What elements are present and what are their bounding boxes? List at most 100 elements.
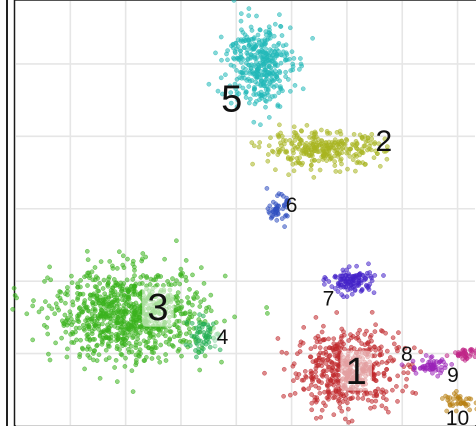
cluster-3-point — [192, 311, 197, 317]
cluster-1-point — [355, 391, 361, 396]
cluster-3-point — [158, 342, 164, 348]
cluster-1-point — [313, 315, 319, 320]
cluster-3-point — [117, 283, 123, 289]
cluster-label-1-halo — [340, 350, 372, 391]
cluster-3-point — [114, 379, 120, 384]
cluster-3-point — [187, 315, 192, 320]
cluster-2-point — [290, 155, 295, 161]
cluster-5-point — [230, 45, 236, 51]
cluster-2-point — [302, 143, 308, 148]
cluster-3-point — [64, 354, 70, 360]
cluster-5-point — [254, 42, 260, 48]
cluster-5-point — [258, 122, 263, 128]
cluster-5-point — [264, 90, 270, 96]
cluster-1-point — [373, 322, 378, 328]
cluster-5-point — [231, 0, 237, 3]
cluster-1-point — [308, 346, 314, 352]
cluster-2-point — [360, 160, 366, 165]
cluster-3-point — [39, 306, 45, 311]
cluster-3-point — [163, 339, 169, 345]
cluster-5-point — [261, 72, 267, 78]
cluster-5-point — [298, 61, 304, 67]
cluster-3-point — [153, 277, 158, 282]
cluster-5-point — [243, 60, 249, 66]
cluster-label-3: 3 — [147, 287, 168, 329]
cluster-2-point — [275, 147, 281, 152]
cluster-1-point — [281, 393, 286, 399]
cluster-2-point — [304, 122, 310, 128]
cluster-1-point — [306, 386, 311, 392]
cluster-3-point — [146, 330, 152, 336]
cluster-3-point — [57, 295, 63, 301]
cluster-2-point — [249, 140, 255, 145]
cluster-3-point — [87, 324, 92, 330]
cluster-3-point — [75, 297, 80, 302]
cluster-3-point — [117, 313, 123, 319]
cluster-3-point — [106, 276, 111, 282]
cluster-2-point — [319, 138, 324, 144]
cluster-10-point — [444, 408, 450, 414]
cluster-3-point — [62, 321, 67, 327]
cluster-1-point — [309, 392, 314, 397]
cluster-3-point — [178, 311, 184, 317]
cluster-3-point — [30, 303, 36, 309]
cluster-6-point — [286, 199, 292, 204]
cluster-6-point — [284, 195, 289, 201]
cluster-3-point — [46, 351, 51, 357]
cluster-5-point — [246, 6, 252, 11]
cluster-2-point — [257, 140, 263, 145]
cluster-3-point — [122, 337, 128, 343]
cluster-3-point — [153, 338, 158, 344]
cluster-2-point — [382, 136, 388, 142]
cluster-1-point — [313, 415, 319, 421]
cluster-2-point — [320, 153, 326, 159]
cluster-2-point — [300, 147, 306, 152]
cluster-3-point — [208, 292, 214, 298]
cluster-3-point — [59, 335, 64, 341]
cluster-3-point — [137, 281, 143, 287]
cluster-label-4-halo — [211, 325, 233, 348]
cluster-label-6: 6 — [286, 194, 298, 217]
cluster-5-point — [225, 57, 230, 63]
cluster-1-point — [395, 399, 400, 404]
cluster-1-point — [307, 354, 313, 360]
cluster-5-point — [271, 33, 277, 39]
cluster-3-point — [177, 331, 183, 336]
cluster-1-point — [291, 361, 297, 367]
cluster-10-point — [467, 407, 473, 413]
cluster-3-point — [78, 337, 83, 343]
cluster-5-points — [206, 0, 315, 128]
cluster-5-point — [288, 88, 293, 94]
cluster-5-point — [248, 66, 254, 71]
cluster-6-point — [285, 213, 290, 219]
cluster-3-point — [82, 274, 87, 280]
cluster-8-point — [423, 353, 429, 358]
cluster-10-point — [440, 396, 445, 401]
cluster-5-point — [260, 93, 265, 98]
cluster-10-point — [458, 400, 464, 406]
cluster-1-point — [323, 361, 329, 366]
cluster-2-point — [384, 144, 390, 149]
cluster-3-point — [10, 306, 16, 312]
cluster-5-point — [275, 63, 280, 68]
cluster-3-point — [77, 325, 82, 331]
cluster-1-point — [372, 329, 378, 334]
cluster-3-point — [119, 324, 125, 330]
cluster-3-point — [74, 337, 79, 343]
cluster-3-point — [222, 273, 228, 279]
cluster-3-point — [92, 265, 98, 270]
cluster-4-point — [189, 320, 195, 326]
cluster-5-point — [282, 54, 288, 59]
cluster-1-point — [373, 398, 379, 404]
cluster-1-point — [313, 335, 319, 341]
cluster-3-point — [69, 273, 74, 279]
cluster-3-point — [138, 274, 144, 280]
cluster-1-point — [324, 382, 330, 388]
cluster-3-point — [163, 333, 168, 339]
cluster-7-point — [359, 278, 364, 283]
cluster-5-point — [219, 57, 224, 63]
cluster-2-point — [365, 135, 371, 140]
cluster-3-point — [128, 322, 134, 328]
cluster-1-point — [309, 407, 315, 413]
cluster-1-point — [383, 330, 388, 336]
